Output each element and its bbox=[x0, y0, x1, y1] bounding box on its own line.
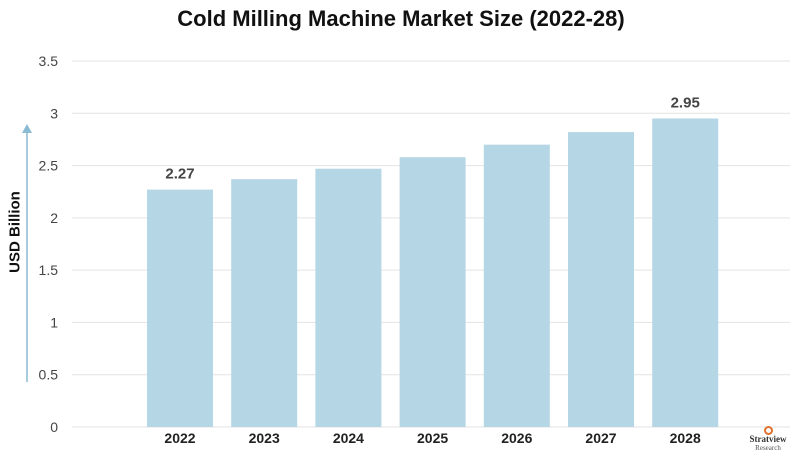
x-tick-label: 2023 bbox=[249, 430, 280, 446]
bar-2022 bbox=[147, 189, 213, 427]
y-tick-label: 3.5 bbox=[39, 53, 59, 69]
bar-2028 bbox=[652, 118, 719, 427]
x-tick-label: 2022 bbox=[164, 430, 195, 446]
chart-title: Cold Milling Machine Market Size (2022-2… bbox=[177, 6, 625, 31]
y-tick-label: 1 bbox=[50, 314, 58, 330]
bar-2026 bbox=[483, 144, 550, 427]
bar-2027 bbox=[568, 132, 634, 427]
logo-sub: Research bbox=[755, 444, 781, 452]
y-tick-label: 0 bbox=[50, 419, 58, 435]
bar-2024 bbox=[315, 168, 382, 428]
y-tick-label: 0.5 bbox=[39, 367, 59, 383]
data-label: 2.27 bbox=[165, 166, 194, 183]
y-tick-label: 2.5 bbox=[39, 158, 59, 174]
y-tick-label: 3 bbox=[50, 105, 58, 121]
x-tick-label: 2027 bbox=[585, 430, 616, 446]
y-tick-label: 1.5 bbox=[39, 262, 59, 278]
y-tick-label: 2 bbox=[50, 210, 58, 226]
bar-2023 bbox=[231, 179, 298, 427]
data-label: 2.95 bbox=[671, 95, 700, 112]
x-tick-label: 2025 bbox=[417, 430, 448, 446]
x-tick-label: 2026 bbox=[501, 430, 532, 446]
bar-2025 bbox=[399, 157, 466, 427]
x-tick-label: 2024 bbox=[333, 430, 364, 446]
x-tick-label: 2028 bbox=[670, 430, 701, 446]
logo-mark-icon bbox=[764, 426, 773, 435]
stratview-logo: Stratview Research bbox=[738, 426, 798, 456]
y-axis-arrow-head bbox=[22, 124, 32, 133]
logo-brand: Stratview bbox=[749, 434, 787, 444]
